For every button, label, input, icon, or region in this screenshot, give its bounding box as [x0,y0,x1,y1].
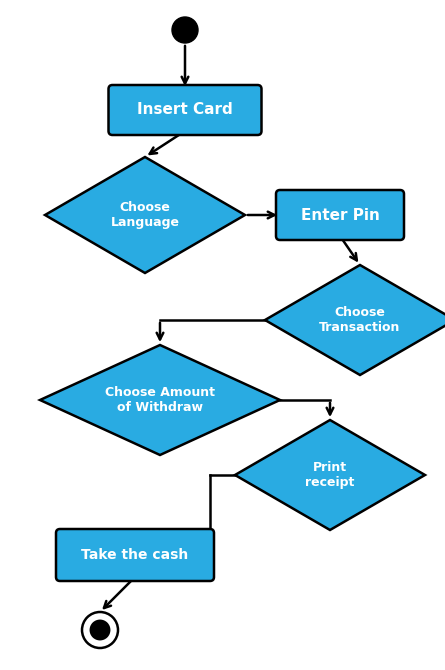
Text: Print
receipt: Print receipt [305,461,355,489]
Text: Choose
Transaction: Choose Transaction [320,306,400,334]
FancyBboxPatch shape [109,85,262,135]
Text: Enter Pin: Enter Pin [300,208,380,222]
FancyBboxPatch shape [276,190,404,240]
Polygon shape [40,345,280,455]
FancyBboxPatch shape [56,529,214,581]
Polygon shape [45,157,245,273]
Text: Choose Amount
of Withdraw: Choose Amount of Withdraw [105,386,215,414]
Circle shape [82,612,118,648]
Polygon shape [235,420,425,530]
Text: Take the cash: Take the cash [81,548,189,562]
Polygon shape [265,265,445,375]
Text: Insert Card: Insert Card [137,103,233,117]
Circle shape [172,17,198,43]
Text: Choose
Language: Choose Language [110,201,179,229]
Circle shape [89,620,110,641]
